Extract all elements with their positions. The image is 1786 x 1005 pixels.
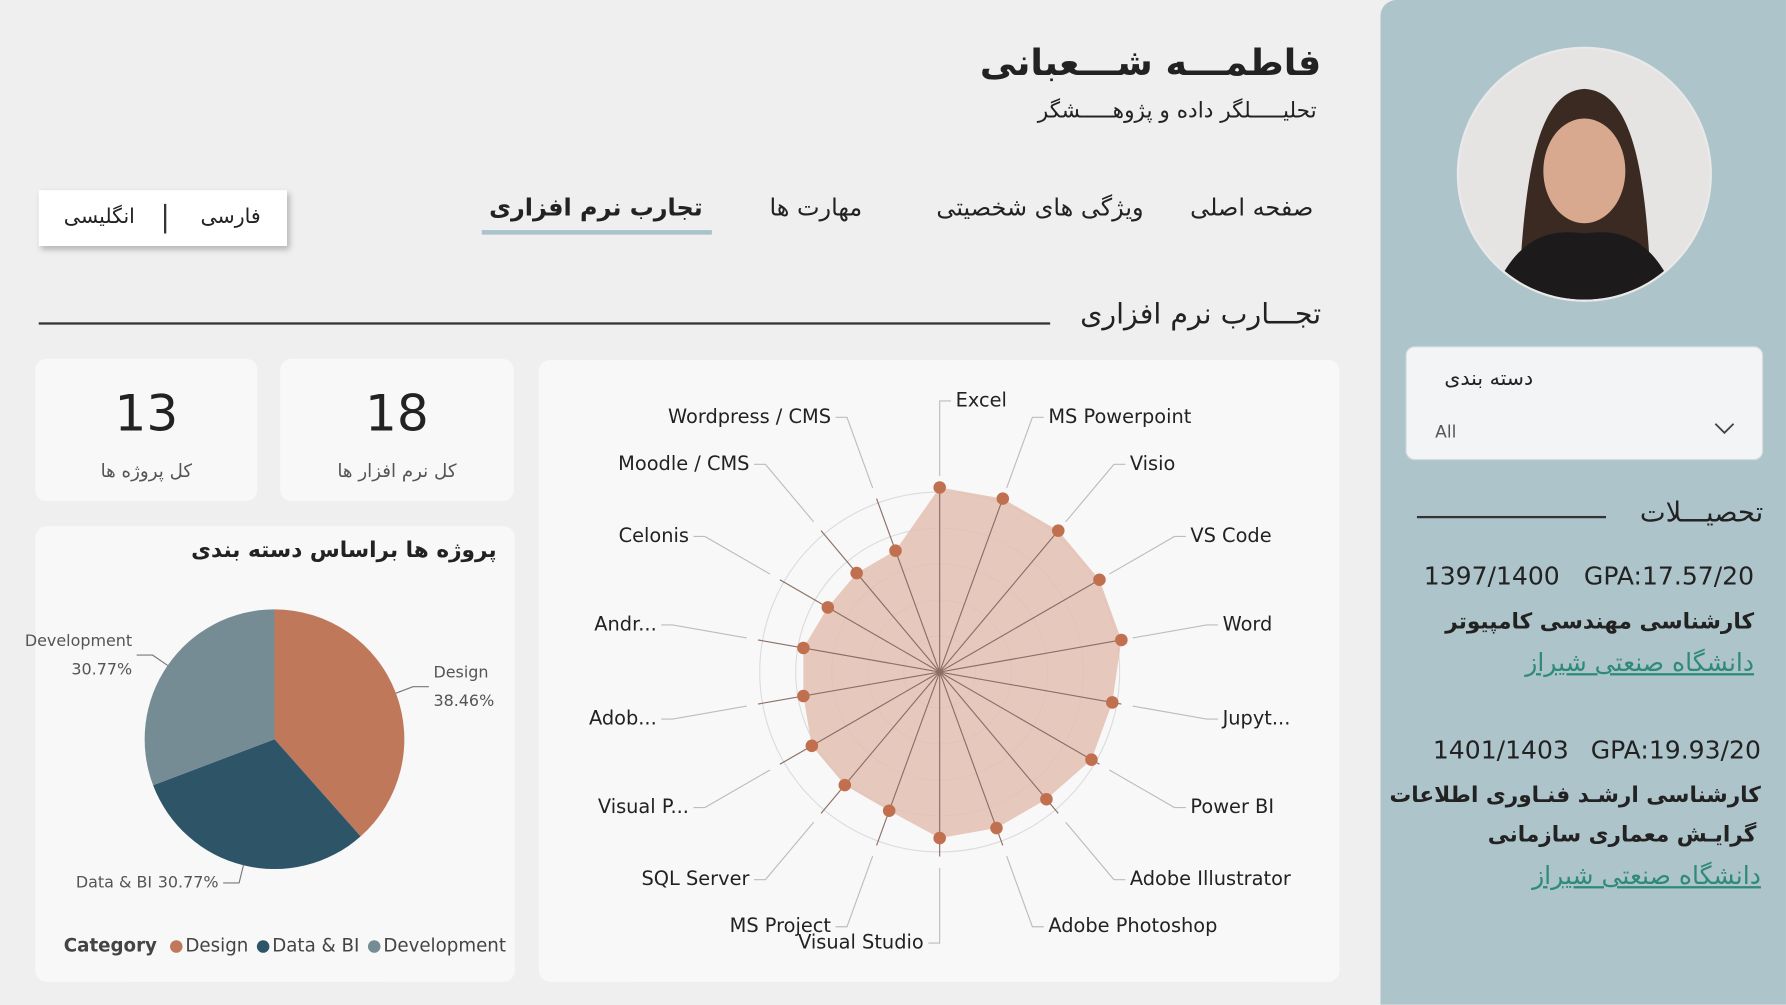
filter-card[interactable]	[1405, 346, 1764, 461]
kpi-value: 18	[365, 384, 429, 444]
education-title: تحصیـــلات	[1639, 496, 1764, 529]
filter-label: دسته بندی	[1444, 366, 1534, 391]
edu-university-link[interactable]: دانشگاه صنعتی شیراز	[1525, 649, 1755, 678]
kpi-card	[35, 358, 258, 502]
nav-item[interactable]: صفحه اصلی	[1190, 193, 1314, 221]
language-option[interactable]: انگلیسی	[63, 205, 135, 229]
kpi-label: کل نرم افزار ها	[337, 460, 457, 482]
language-option[interactable]: فارسی	[200, 205, 261, 229]
kpi-card	[280, 358, 514, 502]
language-divider	[164, 203, 166, 234]
filter-value[interactable]: All	[1435, 421, 1457, 442]
edu-gpa: GPA:19.93/20	[1590, 736, 1761, 766]
kpi-label: کل پروژه ها	[100, 460, 193, 482]
profile-subtitle: تحلیـــــلگر داده و پژوهـــــشگر	[1037, 97, 1317, 124]
edu-years: 1397/1400	[1423, 562, 1560, 592]
profile-photo	[1456, 46, 1712, 302]
profile-name: فاطمـــه شـــعبانی	[979, 41, 1322, 85]
nav-item[interactable]: ویژگی های شخصیتی	[936, 193, 1144, 221]
dropdown-chevron[interactable]	[1713, 420, 1736, 436]
pie-title: پروژه ها براساس دسته بندی	[191, 537, 497, 563]
edu-degree: گرایـش معماری سازمانی	[1487, 822, 1757, 848]
edu-degree: کارشناسی مهندسی کامپیوتر	[1445, 609, 1755, 635]
nav-item[interactable]: مهارت ها	[769, 193, 863, 221]
edu-degree: کارشناسی ارشـد فنـاوری اطلاعات	[1389, 782, 1761, 808]
pie-card	[35, 526, 515, 982]
nav-item[interactable]: تجارب نرم افزاری	[482, 194, 712, 235]
section-title: تجـــارب نرم افزاری	[1080, 297, 1322, 331]
radar-card	[538, 359, 1340, 982]
edu-university-link[interactable]: دانشگاه صنعتی شیراز	[1532, 862, 1761, 891]
edu-gpa: GPA:17.57/20	[1583, 562, 1755, 592]
edu-years: 1401/1403	[1432, 736, 1569, 766]
language-toggle	[38, 190, 288, 247]
kpi-value: 13	[114, 384, 179, 444]
education-rule	[1416, 515, 1606, 518]
section-rule	[38, 322, 1051, 325]
